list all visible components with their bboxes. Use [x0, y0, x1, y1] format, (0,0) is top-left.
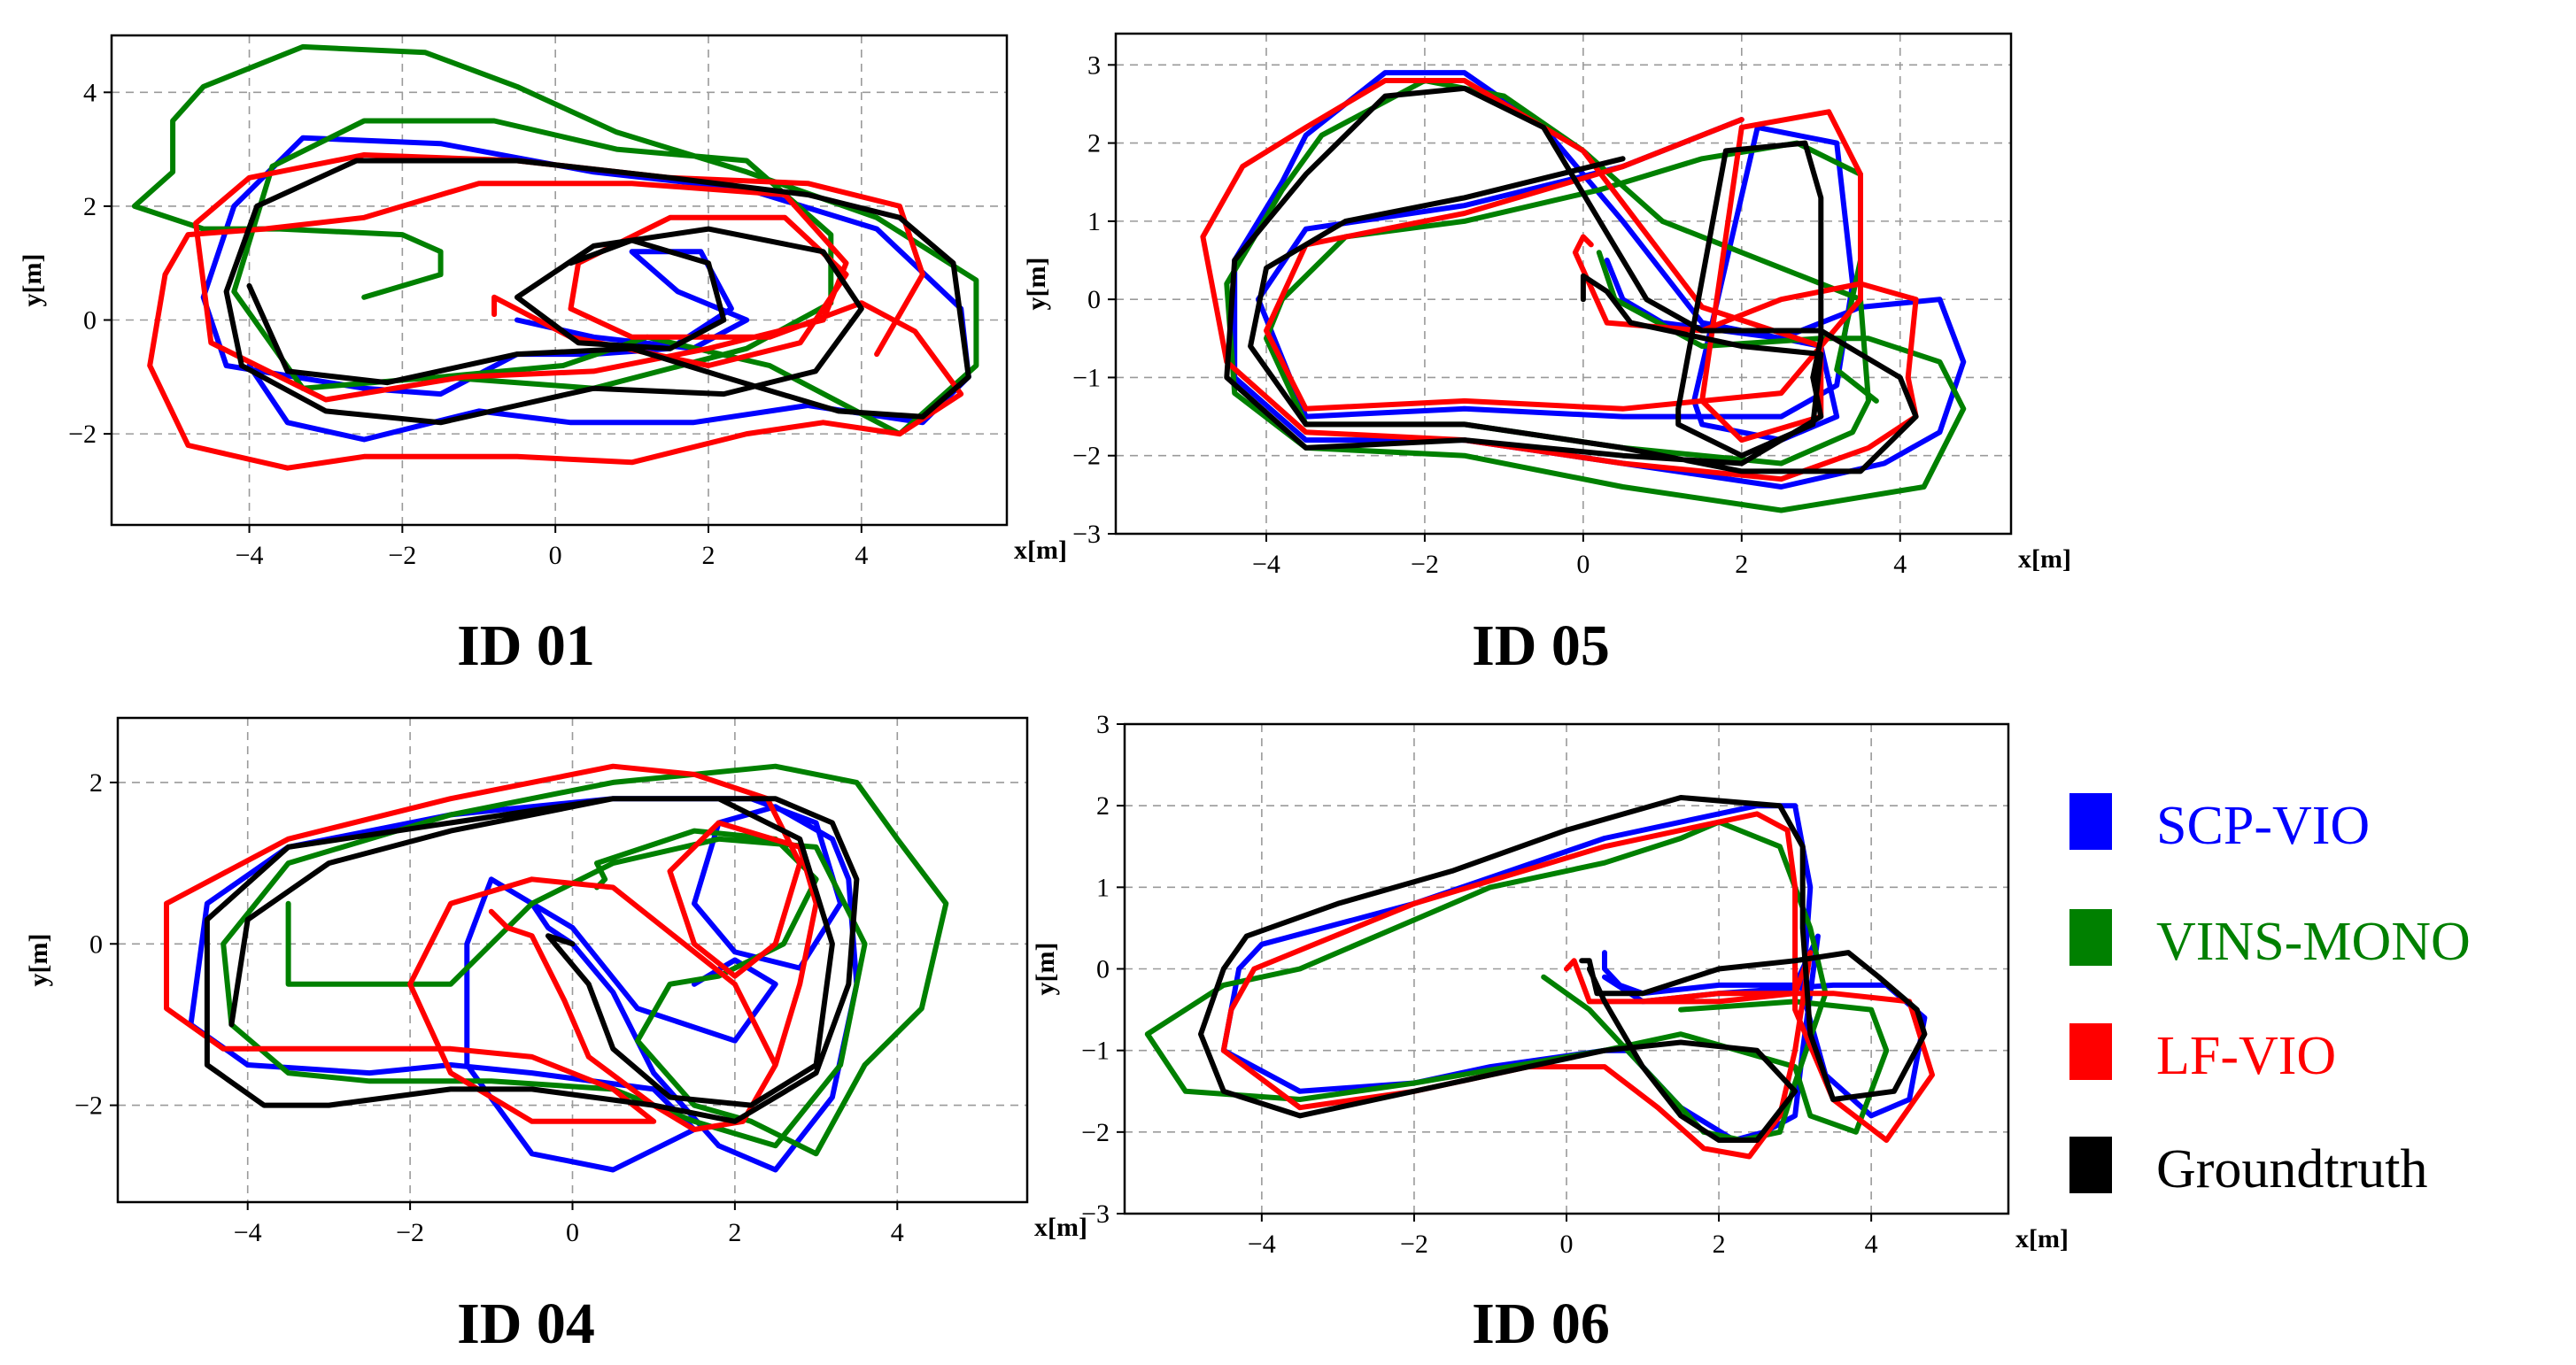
ticks: −4 −2 0 2 4 −3 −2 −1 0 1 2 3 [1081, 710, 1878, 1259]
legend-label-scp-vio: SCP-VIO [2156, 796, 2370, 856]
x-tick-label: −2 [396, 1218, 424, 1247]
grid [112, 35, 1007, 525]
y-tick-label: 2 [1087, 129, 1101, 158]
trajectories [1200, 70, 1967, 513]
ticks: −4 −2 0 2 4 −3 −2 −1 0 1 2 3 [1072, 50, 1907, 579]
y-axis-label: y[m] [24, 934, 53, 987]
legend-swatch-groundtruth [2069, 1137, 2112, 1193]
x-tick-label: −2 [1400, 1230, 1428, 1259]
y-tick-label: 1 [1087, 207, 1101, 236]
series-line-vins-mono [1224, 78, 1967, 513]
legend-swatch-scp-vio [2069, 793, 2112, 850]
panel-title: ID 04 [457, 1292, 595, 1356]
legend-swatch-vins-mono [2069, 909, 2112, 966]
y-tick-label: 2 [89, 768, 103, 798]
x-tick-label: 4 [891, 1218, 904, 1247]
panel-id-06: −4 −2 0 2 4 −3 −2 −1 0 1 2 3 x[m] y[m] ID 06 [1031, 710, 2069, 1356]
legend-item: SCP-VIO [2069, 793, 2370, 856]
y-tick-label: 0 [1096, 955, 1110, 984]
trajectories [1144, 795, 1935, 1160]
series-line-groundtruth [1198, 795, 1928, 1143]
x-tick-label: 2 [1713, 1230, 1726, 1259]
panel-id-05: −4 −2 0 2 4 −3 −2 −1 0 1 2 3 x[m] y[m] ID 05 [1022, 32, 2071, 678]
x-axis-label: x[m] [1014, 536, 1067, 565]
series-line-scp-vio [200, 135, 971, 443]
series-line-scp-vio [1232, 70, 1967, 490]
y-tick-label: −1 [1072, 363, 1101, 392]
trajectories [131, 43, 979, 471]
panel-title: ID 06 [1472, 1292, 1610, 1356]
series-line-lf-vio [1220, 811, 1935, 1160]
x-tick-label: 0 [1576, 550, 1590, 579]
y-tick-label: 2 [1096, 791, 1110, 821]
panel-title: ID 05 [1472, 613, 1610, 678]
y-tick-label: 0 [89, 929, 103, 959]
series-line-groundtruth [204, 796, 860, 1124]
y-tick-label: −1 [1081, 1037, 1110, 1066]
x-tick-label: −4 [234, 1218, 262, 1247]
y-axis-label: y[m] [18, 254, 47, 307]
y-tick-label: 4 [83, 78, 97, 107]
x-tick-label: 4 [1893, 550, 1907, 579]
x-tick-label: −4 [1252, 550, 1280, 579]
legend-item: LF-VIO [2069, 1023, 2336, 1086]
x-axis-label: x[m] [1034, 1213, 1087, 1242]
x-tick-label: 2 [1735, 550, 1748, 579]
y-tick-label: 0 [1087, 285, 1101, 314]
ticks: −4 −2 0 2 4 −2 0 2 4 [68, 78, 868, 570]
x-tick-label: 4 [1865, 1230, 1878, 1259]
y-tick-label: −3 [1081, 1199, 1110, 1229]
x-tick-label: 2 [702, 541, 716, 570]
x-tick-label: 4 [855, 541, 868, 570]
legend: SCP-VIO VINS-MONO LF-VIO Groundtruth [2069, 793, 2471, 1199]
series-line-vins-mono [131, 43, 979, 437]
series-line-lf-vio [1200, 78, 1919, 482]
y-tick-label: −2 [74, 1091, 103, 1121]
legend-label-groundtruth: Groundtruth [2156, 1139, 2428, 1199]
y-tick-label: −2 [1072, 442, 1101, 471]
legend-label-lf-vio: LF-VIO [2156, 1026, 2336, 1086]
legend-swatch-lf-vio [2069, 1023, 2112, 1080]
x-tick-label: −2 [1411, 550, 1439, 579]
panel-id-04: −4 −2 0 2 4 −2 0 2 x[m] y[m] ID 04 [24, 716, 1087, 1356]
x-tick-label: −4 [1248, 1230, 1276, 1259]
y-tick-label: 3 [1087, 50, 1101, 80]
legend-item: Groundtruth [2069, 1137, 2428, 1199]
y-tick-label: −2 [1081, 1118, 1110, 1147]
y-axis-label: y[m] [1022, 258, 1051, 311]
y-tick-label: 3 [1096, 710, 1110, 739]
x-tick-label: 2 [728, 1218, 741, 1247]
x-axis-label: x[m] [2015, 1224, 2069, 1253]
x-tick-label: −4 [236, 541, 264, 570]
series-line-groundtruth [223, 158, 971, 426]
panel-id-01: −4 −2 0 2 4 −2 0 2 4 x[m] y[m] ID 01 [18, 34, 1067, 678]
y-tick-label: −3 [1072, 520, 1101, 549]
panel-title: ID 01 [457, 613, 595, 678]
y-tick-label: 0 [83, 306, 97, 335]
legend-label-vins-mono: VINS-MONO [2156, 912, 2471, 972]
x-tick-label: −2 [388, 541, 416, 570]
legend-item: VINS-MONO [2069, 909, 2471, 972]
x-tick-label: 0 [566, 1218, 579, 1247]
trajectories [164, 763, 949, 1173]
x-axis-label: x[m] [2018, 544, 2071, 574]
ticks: −4 −2 0 2 4 −2 0 2 [74, 768, 904, 1247]
x-tick-label: 0 [1560, 1230, 1574, 1259]
y-axis-label: y[m] [1031, 943, 1060, 996]
plot-frame [110, 34, 1009, 527]
plot-frame [1114, 32, 2013, 536]
y-tick-label: 1 [1096, 873, 1110, 902]
y-tick-label: 2 [83, 192, 97, 221]
series-line-groundtruth [1224, 85, 1919, 474]
x-tick-label: 0 [549, 541, 562, 570]
y-tick-label: −2 [68, 420, 97, 449]
